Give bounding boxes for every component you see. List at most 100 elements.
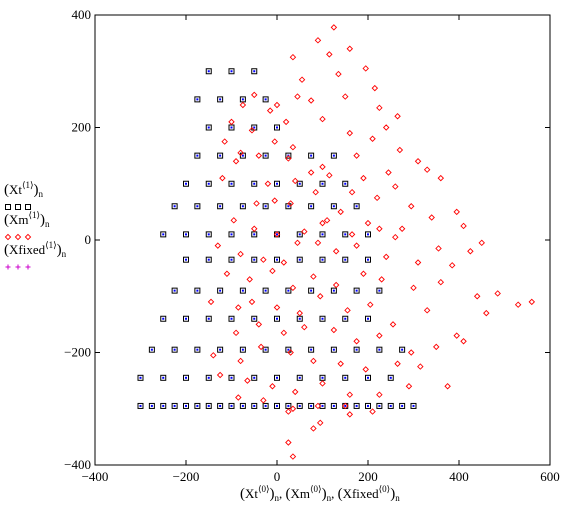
series-point [362, 65, 369, 72]
series-point [398, 225, 406, 232]
series-point [285, 439, 292, 446]
xt-point [262, 346, 269, 353]
xt-point [365, 315, 371, 322]
xm-point [298, 317, 301, 320]
xm-point [298, 182, 301, 185]
xt-point [319, 315, 326, 322]
xt-point [239, 287, 246, 294]
xt-point [148, 346, 155, 353]
xt-point [217, 203, 224, 210]
series-point [255, 321, 263, 328]
series-point [291, 177, 299, 185]
x-axis-ticks: −400 −200 0 200 400 600 [82, 15, 560, 484]
legend: (Xt⟨1⟩)n (Xm⟨1⟩)n (Xfixed⟨1⟩)n [4, 178, 66, 270]
xm-point [344, 376, 347, 379]
series-point [348, 188, 356, 196]
xt-point [205, 68, 212, 75]
series-point [435, 245, 442, 252]
series-point [264, 180, 272, 187]
series-point [301, 323, 308, 331]
series-point [417, 363, 424, 370]
series-point [389, 321, 397, 328]
xt-point [171, 287, 178, 294]
series-point [289, 405, 297, 412]
xt-point [205, 180, 212, 187]
xt-point [274, 315, 280, 322]
xt-point [239, 402, 246, 409]
xt-point [194, 152, 201, 159]
xm-point [207, 126, 210, 129]
series-point [394, 113, 401, 120]
series-point [323, 217, 331, 224]
xm-point [219, 154, 222, 157]
series-point [219, 174, 226, 182]
xm-point [196, 154, 199, 157]
xt-point [205, 124, 212, 131]
series-point [271, 197, 278, 204]
xt-point [183, 231, 189, 238]
series-point [332, 281, 340, 289]
xm-point [185, 317, 187, 320]
series-point [332, 248, 340, 255]
xm-point [276, 376, 278, 379]
xt-point [296, 374, 303, 381]
series-point [282, 118, 290, 126]
xt-point [183, 256, 189, 263]
series-point [326, 51, 333, 58]
y-tick-label: 400 [72, 7, 92, 22]
x-tick-label: 600 [540, 469, 560, 484]
series-point [494, 290, 501, 297]
xm-point [367, 404, 369, 407]
xm-point [162, 233, 165, 236]
xm-point [139, 376, 142, 379]
xt-point [217, 402, 224, 409]
series-point [453, 332, 460, 339]
series-point [307, 169, 315, 176]
series-point [385, 169, 392, 176]
xm-point [344, 182, 347, 185]
xt-point [262, 152, 269, 159]
xm-point [401, 404, 404, 407]
xt-point [228, 256, 235, 263]
legend-marker [15, 204, 21, 210]
series-point [251, 225, 258, 232]
series-point [237, 149, 244, 157]
xt-point [330, 287, 337, 294]
series-point [342, 93, 349, 100]
xm-point [253, 182, 256, 185]
xt-point [342, 315, 349, 322]
xt-point [183, 180, 189, 187]
xm-point [298, 376, 301, 379]
xm-point [310, 154, 313, 157]
xt-point [262, 287, 269, 294]
series-point [396, 146, 404, 154]
xm-point [321, 376, 324, 379]
legend-label: (Xt⟨1⟩)n [4, 180, 44, 199]
xm-point [207, 70, 210, 73]
xt-point [183, 374, 189, 381]
xt-point [171, 203, 178, 210]
series-point [514, 301, 522, 308]
series-point [346, 411, 354, 418]
xm-point [264, 154, 267, 157]
series-point [382, 124, 390, 131]
series-point [260, 256, 267, 263]
xm-point [355, 348, 358, 351]
series-point [210, 352, 217, 359]
series-point [235, 394, 242, 401]
series-point [307, 97, 315, 104]
xm-point [207, 317, 210, 320]
series-point [382, 253, 390, 261]
xm-point [367, 258, 369, 261]
xm-point [196, 348, 199, 351]
series-point [428, 214, 435, 221]
series-point [289, 143, 297, 151]
xm-point [230, 376, 233, 379]
series-point [251, 91, 258, 99]
y-tick-label: 0 [85, 232, 92, 247]
xm-point [344, 317, 347, 320]
xm-point [401, 348, 404, 351]
series-point [228, 118, 235, 126]
xm-point [139, 404, 142, 407]
legend-swatch [5, 204, 31, 210]
